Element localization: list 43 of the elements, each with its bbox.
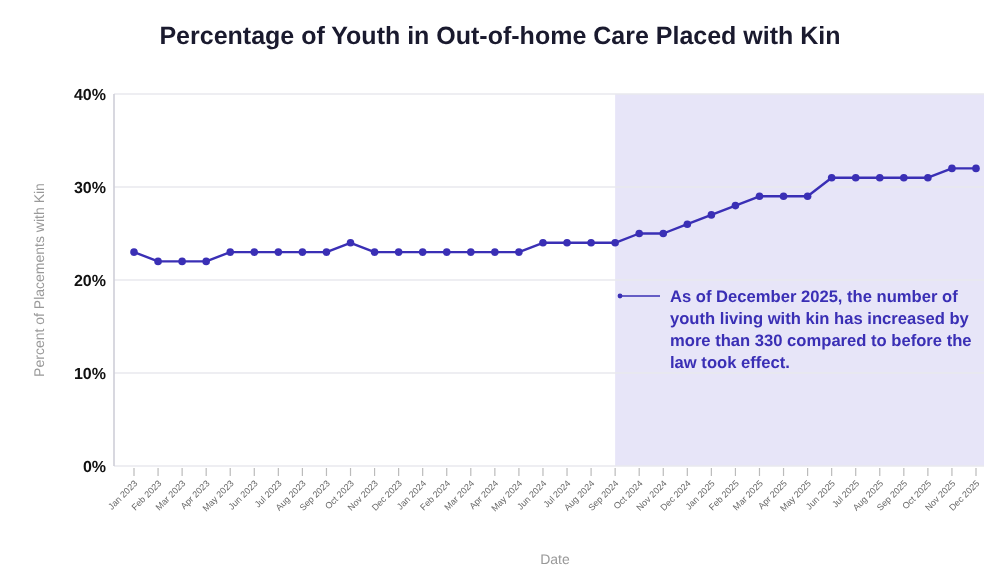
point [635, 229, 643, 238]
y-tick-label: 10% [73, 365, 106, 383]
point [491, 248, 499, 256]
point [178, 257, 186, 266]
point [707, 211, 716, 219]
point [322, 248, 331, 256]
point [515, 248, 523, 256]
point [972, 164, 980, 173]
point [900, 173, 908, 182]
point [948, 164, 956, 173]
point [731, 201, 740, 210]
point [875, 173, 884, 182]
point [563, 239, 571, 247]
point [154, 257, 162, 266]
point [539, 239, 547, 247]
point [611, 239, 619, 247]
point [394, 248, 403, 256]
point [683, 220, 692, 228]
point [370, 248, 379, 256]
point [659, 229, 668, 238]
point [827, 173, 836, 182]
point [803, 192, 812, 201]
point [587, 239, 595, 247]
point [298, 248, 307, 256]
point [346, 239, 355, 247]
point [130, 248, 138, 256]
point [418, 248, 427, 256]
point [442, 248, 451, 256]
point [226, 248, 235, 256]
point [924, 173, 932, 182]
y-tick-label: 30% [73, 179, 106, 197]
point [467, 248, 475, 256]
point [755, 192, 764, 201]
y-tick-label: 0% [82, 458, 106, 476]
point [274, 248, 283, 256]
chart-title: Percentage of Youth in Out-of-home Care Placed with Kin [159, 22, 841, 50]
point [851, 173, 860, 182]
point [202, 257, 210, 266]
y-tick-label: 40% [73, 86, 106, 104]
legend-label: As of December 2025, the number of youth living with kin has increased by more than 330 compared to before the law took effect. [670, 286, 973, 372]
y-tick-label: 20% [73, 272, 106, 290]
point [779, 192, 788, 201]
point [250, 248, 259, 256]
